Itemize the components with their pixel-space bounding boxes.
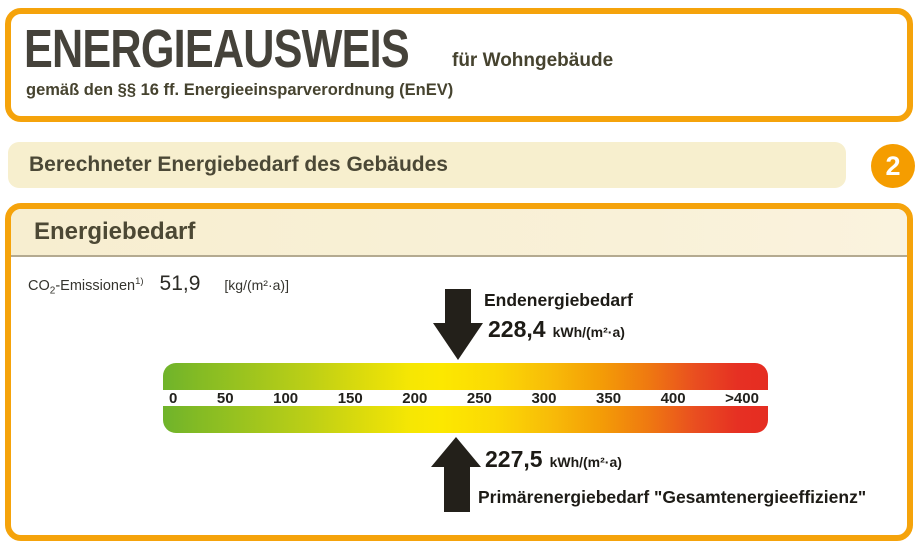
energy-scale-tick-strip: 0 50 100 150 200 250 300 350 400 >400: [163, 390, 768, 406]
co2-emissions-value: 51,9: [159, 272, 201, 295]
scale-tick: 50: [216, 389, 234, 407]
scale-tick: 150: [337, 389, 363, 407]
panel-title: Energiebedarf: [34, 218, 196, 245]
co2-emissions-row: CO2-Emissionen1) 51,9 [kg/(m²·a)]: [28, 272, 289, 297]
end-energy-value: 228,4: [488, 316, 546, 342]
end-energy-label: Endenergiebedarf: [484, 290, 633, 310]
down-arrow-shaft: [445, 289, 471, 324]
co2-emissions-label: CO2-Emissionen1): [28, 276, 144, 297]
energy-scale-bar: 0 50 100 150 200 250 300 350 400 >400: [163, 363, 768, 433]
header-box: [5, 8, 913, 122]
primary-energy-label: Primärenergiebedarf "Gesamtenergieeffizi…: [478, 487, 867, 507]
scale-tick: 0: [169, 389, 178, 407]
down-arrow-head: [433, 323, 483, 360]
scale-tick: 100: [273, 389, 299, 407]
scale-tick: >400: [725, 389, 759, 407]
scale-tick: 350: [596, 389, 622, 407]
end-energy-unit: kWh/(m²·a): [552, 324, 625, 340]
up-arrow-icon: [431, 437, 481, 512]
end-energy-value-row: 228,4 kWh/(m²·a): [488, 316, 625, 343]
down-arrow-icon: [433, 289, 483, 360]
scale-tick: 250: [466, 389, 492, 407]
scale-tick: 400: [660, 389, 686, 407]
up-arrow-head: [431, 437, 481, 467]
page-subtitle: gemäß den §§ 16 ff. Energieeinsparverord…: [26, 81, 454, 99]
primary-energy-unit: kWh/(m²·a): [549, 454, 622, 470]
up-arrow-shaft: [444, 466, 470, 512]
section-title: Berechneter Energiebedarf des Gebäudes: [29, 153, 448, 176]
section-number-badge: 2: [871, 144, 915, 188]
page-title-suffix: für Wohngebäude: [452, 50, 614, 71]
footnote-marker: 1): [135, 276, 144, 288]
co2-emissions-unit: [kg/(m²·a)]: [224, 277, 289, 293]
primary-energy-value: 227,5: [485, 446, 543, 472]
section-header-bar: Berechneter Energiebedarf des Gebäudes: [8, 142, 846, 188]
scale-tick: 200: [402, 389, 428, 407]
page-title: ENERGIEAUSWEIS: [24, 19, 410, 79]
panel-header-strip: Energiebedarf: [11, 209, 907, 257]
primary-energy-value-row: 227,5 kWh/(m²·a): [485, 446, 622, 473]
scale-tick: 300: [531, 389, 557, 407]
